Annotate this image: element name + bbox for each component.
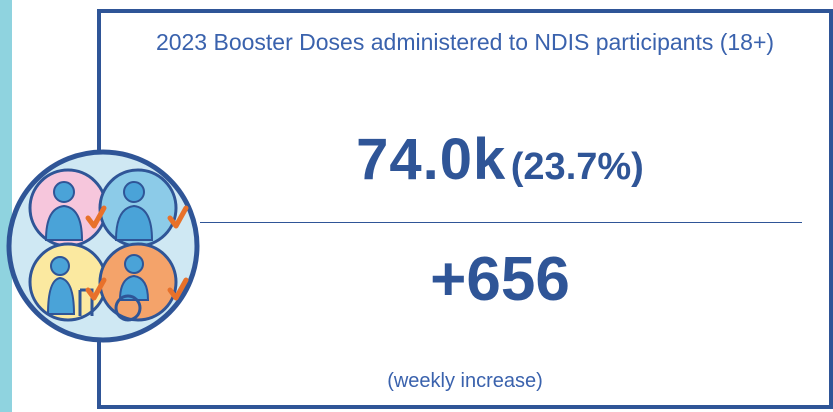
divider [200, 222, 802, 223]
card-title: 2023 Booster Doses administered to NDIS … [150, 26, 780, 59]
headline: 74.0k (23.7%) [200, 126, 800, 193]
share-value: (23.7%) [511, 146, 644, 188]
note: (weekly increase) [200, 370, 730, 393]
participants-icon [0, 140, 210, 350]
total-value: 74.0k [356, 127, 506, 192]
weekly-change: +656 [200, 244, 800, 315]
page: 2023 Booster Doses administered to NDIS … [0, 0, 833, 412]
